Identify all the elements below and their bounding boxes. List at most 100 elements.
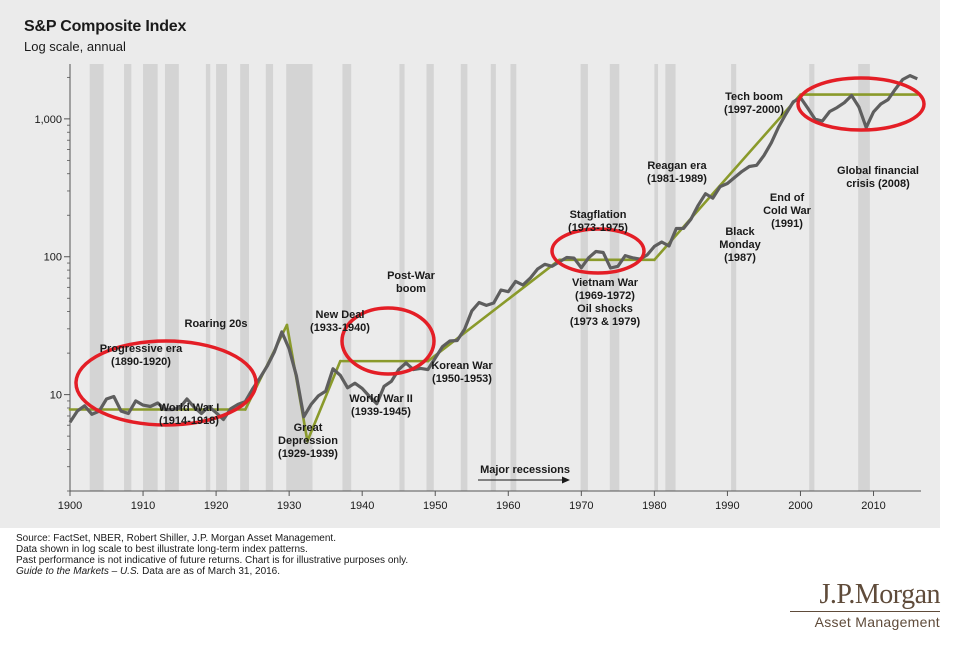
annotation-line: Roaring 20s	[185, 318, 248, 330]
footer-log-note: Data shown in log scale to best illustra…	[16, 544, 308, 555]
x-tick-label: 1910	[131, 500, 155, 512]
recession-band	[609, 64, 620, 491]
annotation-line: Korean War	[431, 360, 493, 372]
recession-band	[858, 64, 870, 491]
recession-band	[654, 64, 659, 491]
footer-notes: Source: FactSet, NBER, Robert Shiller, J…	[16, 533, 408, 577]
annotation-line: End of	[770, 192, 805, 204]
recession-band	[265, 64, 274, 491]
x-tick-label: 2010	[861, 500, 885, 512]
trend-line	[653, 93, 802, 262]
y-tick-label: 10	[50, 390, 62, 402]
annotation-label: Roaring 20s	[185, 318, 248, 330]
recession-band	[399, 64, 405, 491]
chart-title: S&P Composite Index	[24, 18, 187, 35]
annotation-line: Post-War	[387, 270, 436, 282]
annotation-line: World War I	[159, 402, 220, 414]
annotation-line: World War II	[349, 393, 413, 405]
highlight-ellipse	[340, 306, 436, 376]
y-tick-label: 100	[44, 252, 62, 264]
annotation-line: Great	[294, 422, 323, 434]
annotation-line: (1981-1989)	[647, 173, 707, 185]
highlight-ellipse	[74, 339, 258, 427]
footer-date: Guide to the Markets – U.S. Data are as …	[16, 566, 408, 577]
annotation-line: (1933-1940)	[310, 322, 370, 334]
recession-band	[460, 64, 468, 491]
annotation-line: (1997-2000)	[724, 104, 784, 116]
annotation-line: (1890-1920)	[111, 356, 171, 368]
annotation-line: Progressive era	[100, 343, 183, 355]
x-tick-label: 1970	[569, 500, 593, 512]
annotation-line: Monday	[719, 239, 761, 251]
logo-rule	[790, 611, 940, 612]
recession-legend-label: Major recessions	[480, 464, 570, 476]
y-tick-label: 1,000	[34, 114, 62, 126]
annotation-line: (1914-1918)	[159, 415, 219, 427]
annotation-label: Tech boom (1997-2000)	[724, 91, 784, 116]
jpmorgan-logo: J.P.Morgan Asset Management	[790, 579, 941, 630]
annotation-line: New Deal	[316, 309, 365, 321]
annotation-line: crisis (2008)	[846, 178, 910, 190]
annotation-line: Vietnam War	[572, 277, 639, 289]
annotation-label: Korean War (1950-1953)	[431, 360, 493, 385]
annotation-label: World War II (1939-1945)	[349, 393, 413, 418]
annotation-line: Black	[725, 226, 755, 238]
logo-wordmark: J.P.Morgan	[819, 579, 940, 610]
x-tick-label: 1900	[58, 500, 82, 512]
x-tick-label: 1930	[277, 500, 301, 512]
x-tick-label: 2000	[788, 500, 812, 512]
trend-line	[426, 258, 561, 363]
annotation-label: Vietnam War (1969-1972) Oil shocks (1973 & …	[570, 277, 641, 328]
recession-band	[124, 64, 132, 491]
footer-disclaimer: Past performance is not indicative of fu…	[16, 555, 409, 566]
recession-band	[240, 64, 249, 491]
recession-band	[164, 64, 179, 491]
annotation-label: Black Monday (1987)	[719, 226, 761, 264]
recession-band	[286, 64, 313, 491]
annotation-line: (1939-1945)	[351, 406, 411, 418]
recession-band	[342, 64, 352, 491]
annotation-line: Depression	[278, 435, 338, 447]
recession-band	[89, 64, 104, 491]
annotation-line: Cold War	[763, 205, 812, 217]
annotation-label: Progressive era (1890-1920)	[100, 343, 183, 368]
annotation-line: Oil shocks	[577, 303, 633, 315]
annotation-label: Reagan era (1981-1989)	[647, 160, 708, 185]
x-tick-label: 1990	[715, 500, 739, 512]
recession-band	[216, 64, 228, 491]
annotation-line: (1929-1939)	[278, 448, 338, 460]
x-tick-label: 1950	[423, 500, 447, 512]
footer-date-text: Data are as of March 31, 2016.	[139, 566, 281, 577]
annotation-line: Tech boom	[725, 91, 783, 103]
recession-band	[426, 64, 434, 491]
chart-subtitle: Log scale, annual	[24, 39, 126, 54]
x-tick-label: 1960	[496, 500, 520, 512]
annotation-line: Global financial	[837, 165, 919, 177]
x-tick-label: 1920	[204, 500, 228, 512]
recession-band	[205, 64, 211, 491]
annotation-label: Stagflation (1973-1975)	[568, 209, 628, 234]
footer-guide-title: Guide to the Markets – U.S.	[16, 566, 140, 577]
recession-band	[665, 64, 676, 491]
annotation-line: Stagflation	[570, 209, 627, 221]
annotation-line: (1973-1975)	[568, 222, 628, 234]
annotation-line: (1991)	[771, 218, 803, 230]
annotation-line: Reagan era	[647, 160, 707, 172]
logo-subtitle: Asset Management	[814, 614, 940, 630]
recession-band	[731, 64, 737, 491]
highlight-ellipse	[796, 76, 926, 132]
annotation-label: End of Cold War (1991)	[763, 192, 812, 230]
annotation-label: Global financial crisis (2008)	[837, 165, 919, 190]
recession-band	[580, 64, 588, 491]
annotation-line: (1950-1953)	[432, 373, 492, 385]
recession-band	[143, 64, 158, 491]
annotation-label: New Deal (1933-1940)	[310, 309, 370, 334]
trend-line	[306, 359, 342, 443]
sp-composite-chart: 10 100 1,000 1900 1910 1920 1930 1940 1950 1960 19…	[34, 64, 926, 512]
annotation-label: Post-War boom	[387, 270, 436, 295]
annotation-label: Great Depression (1929-1939)	[278, 422, 338, 460]
footer-source: Source: FactSet, NBER, Robert Shiller, J…	[16, 533, 336, 544]
x-tick-label: 1940	[350, 500, 374, 512]
annotation-line: (1969-1972)	[575, 290, 635, 302]
index-line	[68, 73, 918, 424]
